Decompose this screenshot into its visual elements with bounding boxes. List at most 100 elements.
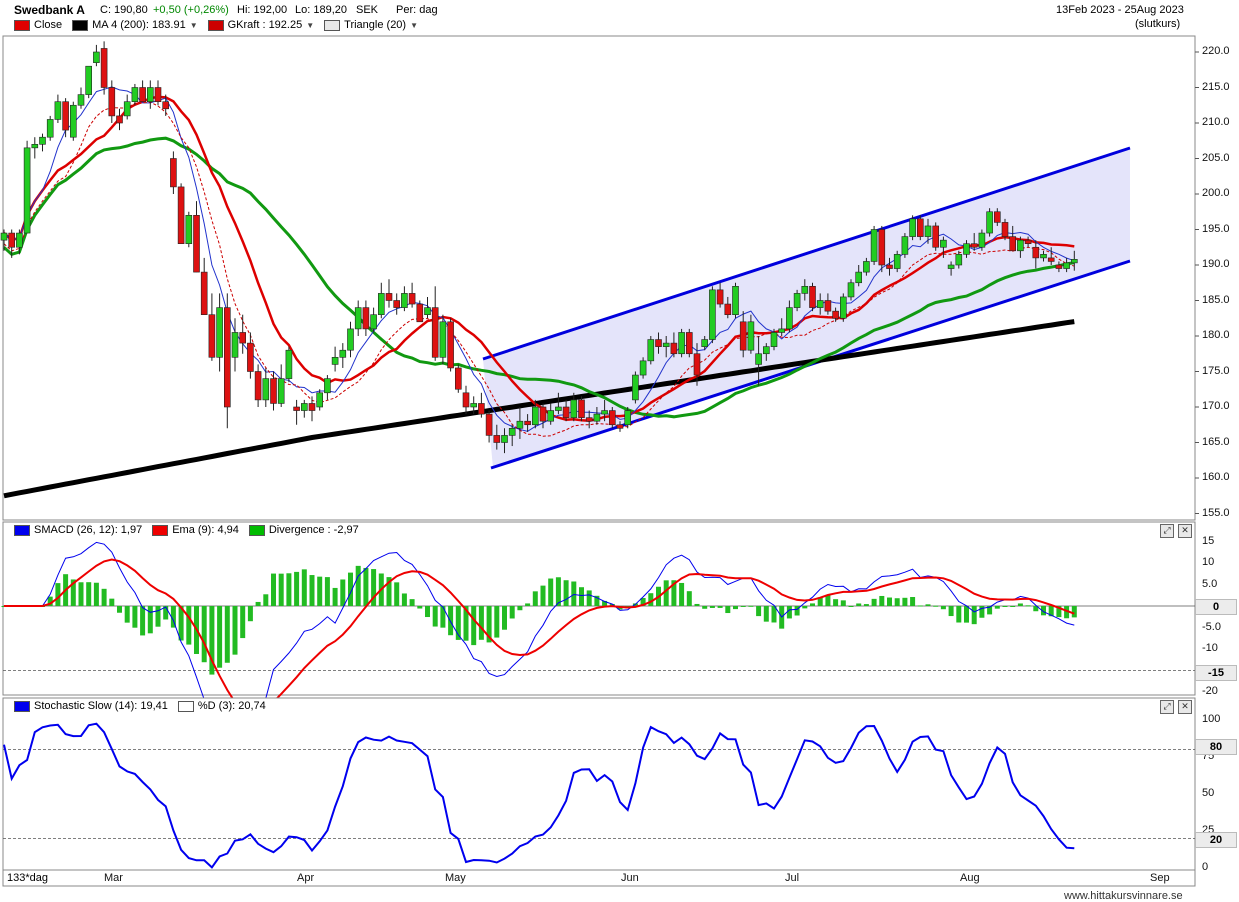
legend-divergence[interactable]: Divergence : -2,97 — [248, 524, 359, 536]
ma-green-line[interactable] — [2, 136, 1075, 419]
candle[interactable] — [786, 307, 793, 330]
candle[interactable] — [316, 392, 324, 408]
candle[interactable] — [932, 225, 940, 248]
candle[interactable] — [447, 321, 454, 369]
candle[interactable] — [300, 403, 308, 411]
candle[interactable] — [801, 285, 809, 294]
candle[interactable] — [1024, 239, 1032, 244]
candle[interactable] — [924, 225, 932, 237]
candle[interactable] — [1009, 236, 1017, 252]
candle[interactable] — [23, 147, 31, 234]
ma200-line[interactable] — [3, 319, 1075, 499]
candle[interactable] — [478, 403, 485, 415]
candle[interactable] — [393, 300, 401, 308]
candle[interactable] — [377, 293, 385, 315]
candle[interactable] — [1032, 246, 1040, 259]
candle[interactable] — [193, 215, 200, 273]
candle[interactable] — [39, 136, 46, 145]
legend-smacd[interactable]: SMACD (26, 12): 1,97 — [14, 524, 142, 536]
candle[interactable] — [416, 303, 424, 323]
candle[interactable] — [262, 378, 270, 401]
candle[interactable] — [770, 332, 778, 347]
candle[interactable] — [370, 314, 377, 330]
candle[interactable] — [970, 243, 978, 248]
candle[interactable] — [8, 232, 15, 248]
candle[interactable] — [139, 87, 146, 102]
candle[interactable] — [185, 215, 193, 245]
candle[interactable] — [662, 342, 670, 347]
candle[interactable] — [839, 296, 847, 319]
candle[interactable] — [755, 353, 762, 365]
candle[interactable] — [978, 232, 986, 248]
candle[interactable] — [855, 271, 863, 284]
candle[interactable] — [131, 87, 139, 102]
candle[interactable] — [570, 399, 578, 418]
candle[interactable] — [1063, 262, 1070, 269]
candle[interactable] — [470, 403, 478, 408]
candle[interactable] — [339, 349, 347, 358]
ma-red-line[interactable] — [3, 95, 1075, 422]
candle[interactable] — [277, 378, 285, 404]
candle[interactable] — [347, 328, 354, 351]
close-icon[interactable]: ✕ — [1178, 700, 1192, 714]
candle[interactable] — [247, 342, 254, 372]
candle[interactable] — [431, 307, 439, 358]
candle[interactable] — [1055, 264, 1063, 269]
close-icon[interactable]: ✕ — [1178, 524, 1192, 538]
candle[interactable] — [254, 371, 262, 401]
candle[interactable] — [655, 339, 662, 347]
candle[interactable] — [739, 321, 747, 351]
candle[interactable] — [54, 101, 62, 120]
candle[interactable] — [162, 101, 169, 110]
candle[interactable] — [870, 229, 878, 262]
candle[interactable] — [647, 339, 655, 362]
candle[interactable] — [762, 346, 770, 355]
candle[interactable] — [208, 314, 216, 358]
candle[interactable] — [1071, 259, 1078, 264]
candle[interactable] — [200, 271, 208, 316]
candle[interactable] — [516, 420, 524, 429]
candle[interactable] — [331, 356, 339, 365]
stochastic-line[interactable] — [3, 722, 1075, 869]
gkraft-line[interactable] — [3, 101, 1075, 437]
candle[interactable] — [1040, 254, 1047, 259]
candle[interactable] — [555, 406, 562, 411]
candle[interactable] — [324, 378, 331, 394]
candle[interactable] — [608, 410, 616, 426]
candle[interactable] — [886, 264, 893, 269]
candle[interactable] — [878, 229, 886, 266]
candle[interactable] — [85, 65, 92, 95]
legend-percent-d[interactable]: %D (3): 20,74 — [177, 700, 266, 712]
candle[interactable] — [901, 236, 909, 255]
candle[interactable] — [778, 328, 786, 333]
candle[interactable] — [893, 254, 901, 269]
ema-line[interactable] — [4, 558, 1075, 716]
candle[interactable] — [963, 243, 970, 255]
candle[interactable] — [462, 392, 470, 408]
candle[interactable] — [231, 332, 239, 358]
candle[interactable] — [16, 232, 23, 248]
candle[interactable] — [986, 211, 993, 234]
candle[interactable] — [385, 293, 393, 301]
candle[interactable] — [308, 403, 316, 411]
candle[interactable] — [285, 349, 293, 379]
candle[interactable] — [585, 417, 593, 422]
candle[interactable] — [639, 360, 647, 376]
candle[interactable] — [539, 406, 547, 422]
candle[interactable] — [685, 332, 693, 355]
candle[interactable] — [0, 232, 8, 241]
candle[interactable] — [909, 218, 916, 237]
candle[interactable] — [632, 374, 639, 401]
candle[interactable] — [62, 101, 69, 131]
candle[interactable] — [501, 435, 508, 443]
candle[interactable] — [732, 285, 739, 315]
candle[interactable] — [524, 420, 531, 426]
candle[interactable] — [439, 321, 447, 358]
candle[interactable] — [709, 289, 716, 340]
candle[interactable] — [177, 186, 185, 244]
candle[interactable] — [601, 410, 608, 415]
candle[interactable] — [1017, 239, 1024, 252]
legend-stochastic[interactable]: Stochastic Slow (14): 19,41 — [14, 700, 168, 712]
candle[interactable] — [401, 293, 408, 308]
